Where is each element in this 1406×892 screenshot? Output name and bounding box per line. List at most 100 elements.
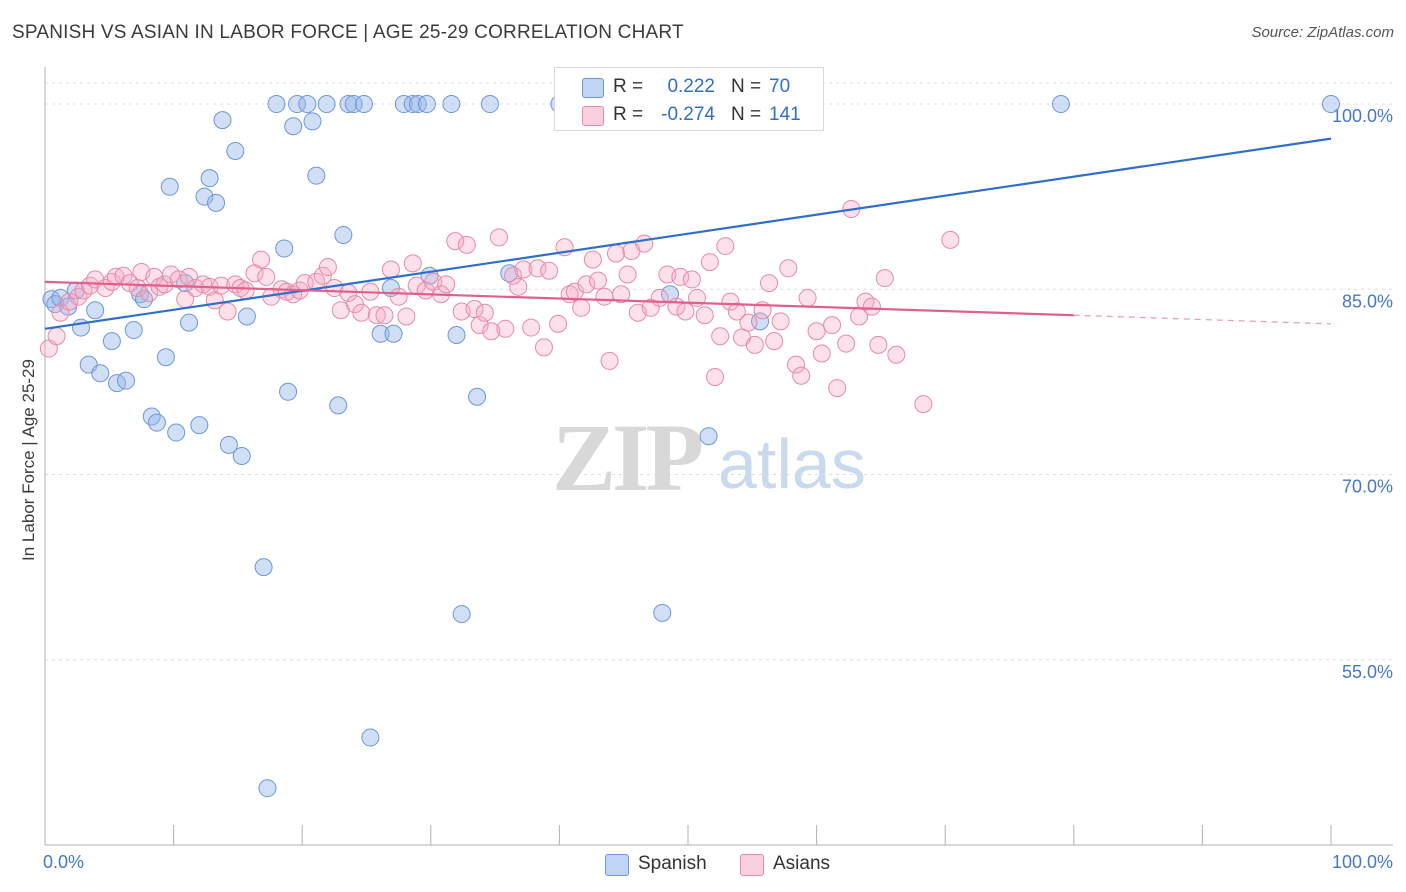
spanish-points [42, 95, 1340, 798]
spanish-point [751, 312, 770, 331]
stats-row-spanish: R = 0.222 N = 70 [555, 72, 823, 102]
spanish-point [371, 324, 390, 343]
axes: 100.0% 85.0% 70.0% 55.0% [44, 67, 1393, 846]
spanish-point [334, 225, 353, 244]
asians-point [180, 267, 199, 286]
asians-point [218, 302, 237, 321]
spanish-point [124, 321, 143, 340]
asians-point [155, 275, 174, 294]
asians-point [706, 367, 725, 386]
spanish-point [298, 95, 317, 114]
n-label: N = [731, 76, 762, 97]
asians-point [771, 312, 790, 331]
asians-point [807, 322, 826, 341]
n-label: N = [731, 104, 762, 125]
asians-point [887, 345, 906, 364]
spanish-point [200, 169, 219, 188]
spanish-point [417, 95, 436, 114]
asians-point [812, 344, 831, 363]
spanish-point [339, 95, 358, 114]
asians-point [682, 270, 701, 289]
asians-point [446, 232, 465, 251]
spanish-point [468, 387, 487, 406]
x-tick-label-min: 0.0% [43, 852, 84, 872]
asians-point [572, 298, 591, 317]
y-tick-label: 85.0% [1342, 291, 1393, 311]
asians-point [60, 292, 79, 311]
asians-point [588, 271, 607, 290]
asians-point [212, 276, 231, 295]
spanish-point [86, 301, 105, 320]
spanish-point [207, 193, 226, 212]
r-label: R = [613, 104, 644, 125]
asians-point [792, 366, 811, 385]
spanish-point [288, 95, 307, 114]
asians-point [540, 261, 559, 280]
r-label: R = [613, 76, 644, 97]
chart-source: Source: ZipAtlas.com [1251, 24, 1394, 41]
spanish-point [254, 558, 273, 577]
asians-point [600, 351, 619, 370]
spanish-point [102, 332, 121, 351]
spanish-point [447, 325, 466, 344]
asians-point [514, 260, 533, 279]
spanish-point [284, 117, 303, 136]
spanish-swatch [605, 854, 629, 876]
asians-point [577, 275, 596, 294]
spanish-point [403, 95, 422, 114]
spanish-point [213, 111, 232, 130]
spanish-point [195, 187, 214, 206]
spanish-point [480, 95, 499, 114]
asians-trend-extension [1073, 314, 1332, 325]
legend: Spanish Asians [0, 851, 1406, 879]
asians-point [828, 379, 847, 398]
asians-point [745, 335, 764, 354]
r-value: -0.274 [661, 104, 715, 125]
spanish-point [394, 95, 413, 114]
asians-point [641, 298, 660, 317]
asians-point [437, 275, 456, 294]
asians-point [635, 234, 654, 253]
spanish-point [384, 324, 403, 343]
asians-point [489, 228, 508, 247]
spanish-point [442, 95, 461, 114]
spanish-point [219, 435, 238, 454]
asians-point [695, 306, 714, 325]
y-tick-label: 55.0% [1342, 662, 1393, 682]
y-tick-label: 70.0% [1342, 477, 1393, 497]
asians-point [528, 259, 547, 278]
asians-point [787, 355, 806, 374]
asians-point [457, 235, 476, 254]
spanish-point [167, 423, 186, 442]
asians-point [482, 322, 501, 341]
asians-point [389, 287, 408, 306]
asians-point [352, 303, 371, 322]
spanish-point [226, 141, 245, 160]
spanish-point [275, 239, 294, 258]
spanish-point [180, 313, 199, 332]
spanish-point [147, 413, 166, 432]
spanish-point [232, 447, 251, 465]
asians-point [549, 314, 568, 333]
asians-point [837, 334, 856, 353]
spanish-point [653, 603, 672, 622]
watermark-atlas: atlas [718, 425, 866, 503]
asians-point [509, 277, 528, 296]
asians-point [765, 332, 784, 351]
asians-point [236, 281, 255, 300]
spanish-point [329, 396, 348, 415]
asians-point [606, 244, 625, 263]
asians-point [565, 282, 584, 301]
spanish-point [190, 416, 209, 435]
legend-label: Asians [773, 853, 831, 874]
asians-point [798, 288, 817, 307]
asians-point [318, 258, 337, 277]
watermark-zip: ZIP [552, 404, 701, 511]
asians-point [862, 297, 881, 316]
spanish-point [354, 95, 373, 114]
spanish-point [117, 371, 136, 390]
spanish-point [1322, 95, 1340, 114]
spanish-point [160, 177, 179, 196]
legend-label: Spanish [638, 853, 707, 874]
